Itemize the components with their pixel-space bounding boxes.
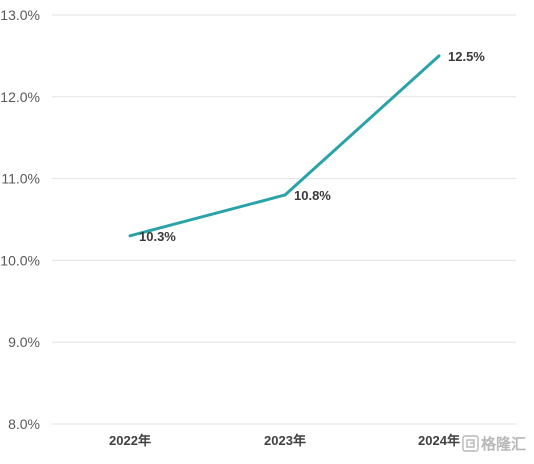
data-labels: 10.3% 10.8% 12.5% — [139, 49, 485, 244]
x-tick-label: 2024年 — [418, 433, 460, 448]
series-line — [128, 54, 441, 238]
data-label: 10.3% — [139, 229, 176, 244]
x-tick-label: 2022年 — [109, 433, 151, 448]
y-tick-label: 13.0% — [0, 7, 40, 23]
y-tick-label: 9.0% — [8, 334, 40, 350]
y-tick-label: 12.0% — [0, 89, 40, 105]
watermark: 格隆汇 — [462, 435, 526, 453]
data-label: 12.5% — [448, 49, 485, 64]
series-lines — [128, 54, 441, 238]
gelonghui-logo-icon — [462, 435, 479, 452]
y-tick-label: 8.0% — [8, 416, 40, 432]
y-tick-label: 11.0% — [1, 171, 40, 187]
watermark-text: 格隆汇 — [481, 435, 526, 453]
gridlines — [52, 14, 516, 425]
x-tick-label: 2023年 — [264, 433, 306, 448]
data-label: 10.8% — [294, 188, 331, 203]
x-axis-tick-labels: 2022年 2023年 2024年 — [109, 433, 460, 448]
y-axis-tick-labels: 8.0% 9.0% 10.0% 11.0% 12.0% 13.0% — [0, 7, 40, 432]
y-tick-label: 10.0% — [0, 252, 40, 268]
